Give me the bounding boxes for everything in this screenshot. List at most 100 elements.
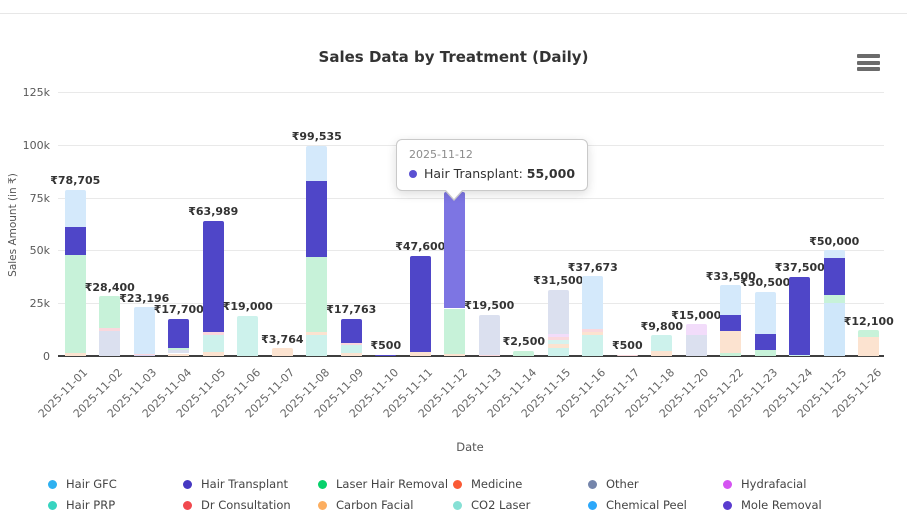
legend-item[interactable]: Medicine <box>453 477 588 491</box>
bar-segment[interactable] <box>202 220 224 332</box>
chart-title: Sales Data by Treatment (Daily) <box>318 48 589 66</box>
bar-segment[interactable] <box>64 227 86 255</box>
bar-total-label: ₹37,673 <box>567 260 618 274</box>
bar-segment[interactable] <box>858 330 880 337</box>
bar-segment[interactable] <box>202 351 224 356</box>
top-divider <box>0 13 907 14</box>
bar-total-label: ₹19,000 <box>222 300 273 314</box>
bar-segment[interactable] <box>720 285 742 315</box>
bar-segment[interactable] <box>168 350 190 354</box>
legend-item[interactable]: Hydrafacial <box>723 477 858 491</box>
bar-segment[interactable] <box>754 349 776 356</box>
bar-segment[interactable] <box>789 276 811 355</box>
legend-item[interactable]: CO2 Laser <box>453 498 588 512</box>
bar-segment[interactable] <box>720 352 742 356</box>
legend-label: Other <box>606 477 639 491</box>
bar-total-label: ₹500 <box>611 339 643 353</box>
bar-total-label: ₹12,100 <box>843 314 894 328</box>
bar-segment[interactable] <box>64 254 86 353</box>
bar-segment[interactable] <box>202 334 224 352</box>
y-tick-label: 125k <box>22 86 50 99</box>
legend-label: CO2 Laser <box>471 498 531 512</box>
bar-segment[interactable] <box>823 250 845 258</box>
bar-segment[interactable] <box>547 347 569 356</box>
bar-segment[interactable] <box>306 180 328 257</box>
bar-segment[interactable] <box>582 329 604 333</box>
legend-item[interactable]: Other <box>588 477 723 491</box>
bar-segment[interactable] <box>202 331 224 335</box>
bar-segment[interactable] <box>99 327 121 331</box>
bar-segment[interactable] <box>133 307 155 354</box>
bar-segment[interactable] <box>444 308 466 354</box>
bar-segment[interactable] <box>340 342 362 345</box>
bar-segment[interactable] <box>306 334 328 356</box>
bar-segment[interactable] <box>444 353 466 356</box>
bar-segment[interactable] <box>340 344 362 354</box>
legend-item[interactable]: Mole Removal <box>723 498 858 512</box>
legend-dot-icon <box>183 479 192 489</box>
bar-segment[interactable] <box>306 256 328 332</box>
bar-segment[interactable] <box>409 351 431 356</box>
bar-segment[interactable] <box>582 276 604 330</box>
bar-segment[interactable] <box>547 340 569 345</box>
bar-segment[interactable] <box>616 354 638 356</box>
bar-segment[interactable] <box>133 354 155 356</box>
bar-segment[interactable] <box>478 354 500 356</box>
bar-segment[interactable] <box>754 291 776 334</box>
bar-segment[interactable] <box>547 289 569 334</box>
legend-label: Mole Removal <box>741 498 822 512</box>
legend-item[interactable]: Hair GFC <box>48 477 183 491</box>
bar-segment[interactable] <box>651 335 673 352</box>
x-axis-title: Date <box>456 440 484 454</box>
legend-item[interactable]: Chemical Peel <box>588 498 723 512</box>
legend-dot-icon <box>48 479 57 489</box>
bar-segment[interactable] <box>547 337 569 341</box>
bar-segment[interactable] <box>237 315 259 356</box>
bar-segment[interactable] <box>133 353 155 355</box>
bar-segment[interactable] <box>582 332 604 335</box>
bar-segment[interactable] <box>99 296 121 328</box>
bar-segment[interactable] <box>858 336 880 356</box>
bar-segment[interactable] <box>513 350 535 356</box>
bar-segment[interactable] <box>823 303 845 356</box>
bar-segment[interactable] <box>685 324 707 335</box>
legend-item[interactable]: Hair Transplant <box>183 477 318 491</box>
legend-item[interactable]: Carbon Facial <box>318 498 453 512</box>
bar-segment[interactable] <box>340 318 362 343</box>
bar-segment[interactable] <box>409 255 431 352</box>
bar-segment[interactable] <box>651 351 673 356</box>
bar-segment[interactable] <box>340 353 362 356</box>
bar-segment[interactable] <box>582 334 604 356</box>
bar-segment[interactable] <box>64 189 86 228</box>
legend-item[interactable]: Dr Consultation <box>183 498 318 512</box>
bar-total-label: ₹17,700 <box>153 303 204 317</box>
bar-segment[interactable] <box>168 353 190 356</box>
bar-segment[interactable] <box>306 145 328 181</box>
bar-segment[interactable] <box>720 330 742 353</box>
bar-segment[interactable] <box>64 352 86 356</box>
bar-segment[interactable] <box>375 354 397 356</box>
bar-segment[interactable] <box>754 333 776 350</box>
bar-segment[interactable] <box>99 330 121 356</box>
bar-segment[interactable] <box>547 333 569 337</box>
bar-segment[interactable] <box>547 344 569 348</box>
bar-segment[interactable] <box>271 348 293 356</box>
bar-total-label: ₹9,800 <box>640 319 684 333</box>
y-tick-label: 0 <box>43 350 50 363</box>
bar-segment[interactable] <box>685 334 707 356</box>
legend-item[interactable]: Laser Hair Removal <box>318 477 453 491</box>
bar-total-label: ₹30,500 <box>740 276 791 290</box>
bar-segment[interactable] <box>823 294 845 304</box>
bar-segment[interactable] <box>306 331 328 335</box>
chart-menu-button[interactable] <box>857 54 880 71</box>
bar-segment[interactable] <box>789 354 811 356</box>
bar-segment[interactable] <box>444 192 466 309</box>
bar-segment[interactable] <box>168 348 190 351</box>
legend-item[interactable]: Hair PRP <box>48 498 183 512</box>
bar-segment[interactable] <box>168 318 190 349</box>
gridline <box>58 303 884 305</box>
bar-segment[interactable] <box>478 314 500 355</box>
bar-segment[interactable] <box>823 257 845 295</box>
bar-segment[interactable] <box>720 314 742 331</box>
